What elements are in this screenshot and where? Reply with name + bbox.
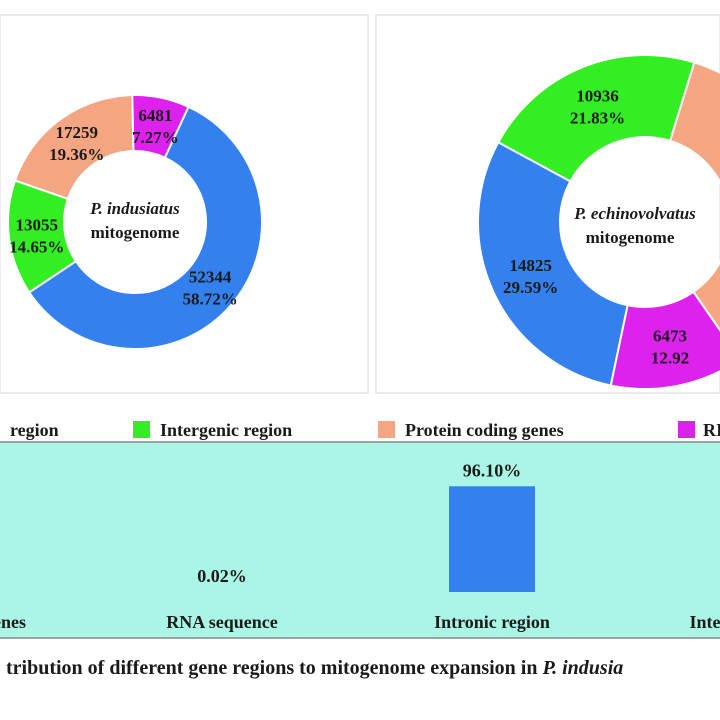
slice-percent-label: 29.59% (503, 278, 558, 297)
slice-percent-label: 7.27% (132, 128, 179, 147)
legend-label-ri: RI (703, 420, 720, 440)
slice-value-label: 17259 (55, 123, 98, 142)
slice-value-label: 52344 (189, 267, 232, 286)
slice-percent-label: 58.72% (182, 289, 237, 308)
slice-value-label: 13055 (16, 216, 59, 235)
bar-value-label: 96.10% (463, 460, 522, 480)
slice-value-label: 6481 (138, 106, 172, 125)
slice-value-label: 10936 (576, 86, 619, 105)
slice-value-label: 6473 (653, 326, 687, 345)
slice-percent-label: 14.65% (9, 238, 64, 257)
slice-value-label: 14825 (509, 256, 552, 275)
bar-chart-title-text: tribution of different gene regions to m… (6, 657, 542, 679)
center-title: P. indusiatus (89, 199, 180, 218)
bar-chart: genes 0.02% RNA sequence 96.10% Intronic reg… (0, 460, 720, 632)
donut-chart-indusiatus: 13055 14.65% 17259 19.36% 6481 7.27% 52344 58.7… (7, 94, 263, 350)
center-title: P. echinovolvatus (573, 204, 696, 223)
donut-slice-intronic-region (477, 140, 629, 387)
legend: region Intergenic region Protein coding ge… (10, 420, 720, 440)
bar-intronic-region (449, 486, 535, 592)
bar-chart-title-italic: P. indusia (541, 657, 623, 679)
donut-chart-echinovolvatus: 10936 21.83% 6473 12.92 14825 29.59% P. echin… (477, 54, 720, 390)
donut-slice-intronic-region (27, 105, 263, 350)
legend-swatch (678, 421, 695, 438)
bar-panel-background (0, 442, 720, 638)
center-subtitle: mitogenome (586, 228, 675, 247)
legend-swatch (133, 421, 150, 438)
slice-percent-label: 19.36% (49, 145, 104, 164)
bar-value-label: 0.02% (197, 566, 247, 586)
center-subtitle: mitogenome (91, 223, 180, 242)
donut-slice-intergenic-region (496, 54, 696, 183)
legend-swatch (378, 421, 395, 438)
bar-category-label: Inte (690, 612, 720, 632)
legend-label-intergenic-region: Intergenic region (160, 420, 292, 440)
bar-category-label: genes (0, 612, 26, 632)
legend-label-protein-coding-genes: Protein coding genes (405, 420, 564, 440)
slice-percent-label: 21.83% (570, 108, 625, 127)
bar-chart-title: tribution of different gene regions to m… (6, 657, 623, 679)
slice-percent-label: 12.92 (651, 348, 689, 367)
legend-label-region: region (10, 420, 59, 440)
donut-slice-protein-coding-genes (668, 61, 720, 332)
bar-category-label: RNA sequence (166, 612, 278, 632)
bar-category-label: Intronic region (434, 612, 550, 632)
